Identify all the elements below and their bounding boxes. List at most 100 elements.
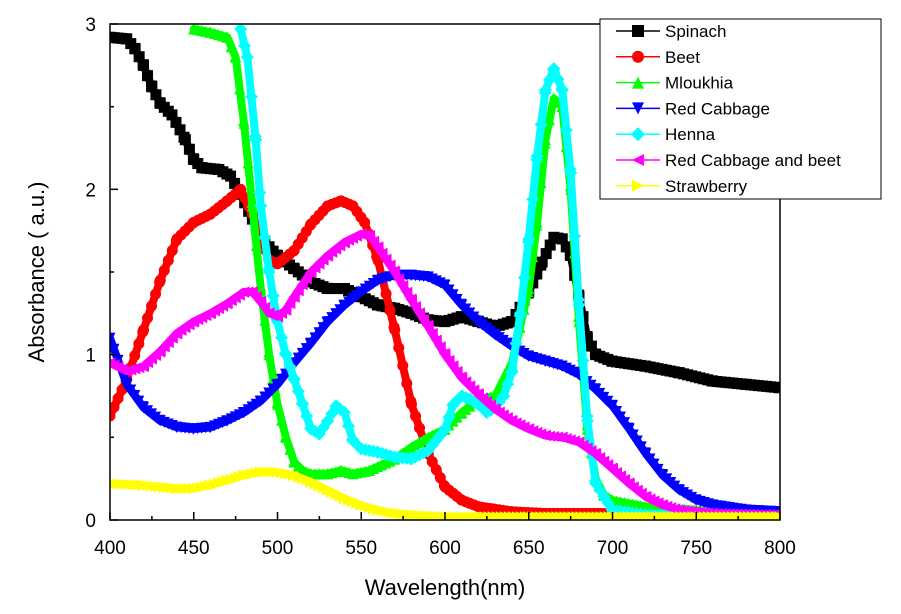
data-point xyxy=(406,294,417,306)
data-point xyxy=(380,288,392,300)
data-point xyxy=(623,423,635,435)
data-point xyxy=(505,364,519,378)
x-tick-label: 450 xyxy=(178,538,210,559)
data-point xyxy=(150,288,162,300)
data-point xyxy=(276,414,288,426)
data-point xyxy=(631,435,643,447)
legend-item-red-cabbage: Red Cabbage xyxy=(616,99,770,118)
legend-item-spinach: Spinach xyxy=(616,22,726,41)
data-point xyxy=(242,157,254,169)
data-point xyxy=(607,400,618,412)
data-point xyxy=(359,216,371,228)
data-point xyxy=(397,279,409,291)
legend-item-beet: Beet xyxy=(616,48,700,67)
data-point xyxy=(368,235,380,247)
data-point xyxy=(426,327,438,339)
data-point xyxy=(146,300,158,312)
data-point xyxy=(166,109,178,121)
data-point xyxy=(544,114,556,126)
data-point xyxy=(266,289,280,303)
legend-item-strawberry: Strawberry xyxy=(616,177,748,196)
data-point xyxy=(183,143,195,155)
data-point xyxy=(540,248,552,260)
x-tick-label: 800 xyxy=(764,538,796,559)
data-point xyxy=(635,441,647,453)
data-point xyxy=(146,81,158,93)
data-point xyxy=(234,24,248,36)
data-point xyxy=(451,365,463,377)
data-point xyxy=(150,89,162,101)
legend-marker xyxy=(632,50,644,63)
legend-label: Red Cabbage xyxy=(665,99,770,118)
data-point xyxy=(225,41,237,53)
data-point xyxy=(627,429,639,441)
data-point xyxy=(559,123,573,137)
axis-ticks: 400 450 500 550 600 650 700 750 800 0 1 2 3 xyxy=(85,15,795,559)
data-point xyxy=(439,349,451,361)
data-point xyxy=(240,50,254,64)
data-point xyxy=(531,268,543,280)
data-point xyxy=(166,245,178,257)
data-point xyxy=(418,313,430,325)
data-point xyxy=(534,118,548,132)
x-tick-label: 700 xyxy=(597,538,629,559)
data-point xyxy=(389,266,401,278)
data-point xyxy=(142,312,154,324)
data-point xyxy=(364,230,376,242)
data-point xyxy=(225,170,237,182)
data-point xyxy=(447,360,459,372)
x-tick-label: 550 xyxy=(345,538,377,559)
data-point xyxy=(253,186,267,200)
data-point xyxy=(438,422,452,436)
legend-item-henna: Henna xyxy=(616,125,716,144)
data-point xyxy=(556,233,568,245)
data-point xyxy=(179,134,191,146)
data-point xyxy=(568,229,582,243)
data-point xyxy=(296,279,308,291)
data-point xyxy=(250,240,262,252)
data-point xyxy=(249,133,263,147)
legend-label: Red Cabbage and beet xyxy=(665,151,841,170)
data-point xyxy=(255,283,267,295)
legend-marker xyxy=(632,25,644,37)
data-point xyxy=(564,166,578,180)
series-strawberry xyxy=(110,466,780,520)
legend-marker xyxy=(632,102,644,115)
data-point xyxy=(401,286,413,298)
data-point xyxy=(581,332,593,344)
data-point xyxy=(410,410,422,422)
data-point xyxy=(526,192,540,206)
legend-label: Strawberry xyxy=(665,177,748,196)
data-point xyxy=(401,377,413,389)
data-point xyxy=(283,360,297,374)
data-point xyxy=(246,200,258,212)
data-point xyxy=(555,83,569,97)
data-point xyxy=(551,72,565,86)
x-axis-title: Wavelength(nm) xyxy=(365,575,526,600)
data-point xyxy=(572,298,586,312)
data-point xyxy=(259,314,271,326)
data-point xyxy=(291,384,305,398)
legend-item-mloukhia: Mloukhia xyxy=(616,74,734,93)
data-point xyxy=(539,83,552,97)
data-point xyxy=(509,336,523,350)
data-point xyxy=(513,306,527,320)
legend-label: Spinach xyxy=(665,22,726,41)
data-point xyxy=(292,285,304,297)
data-point xyxy=(138,324,149,336)
data-point xyxy=(576,354,590,368)
data-point xyxy=(112,392,124,404)
data-point xyxy=(422,321,434,333)
data-point xyxy=(296,397,310,411)
data-point xyxy=(259,301,271,313)
data-point xyxy=(162,254,174,266)
data-point xyxy=(229,177,241,189)
data-point xyxy=(110,332,116,344)
data-point xyxy=(138,59,149,71)
data-point xyxy=(258,231,272,245)
data-point xyxy=(263,349,275,361)
legend-marker xyxy=(632,76,644,89)
data-point xyxy=(280,304,292,316)
